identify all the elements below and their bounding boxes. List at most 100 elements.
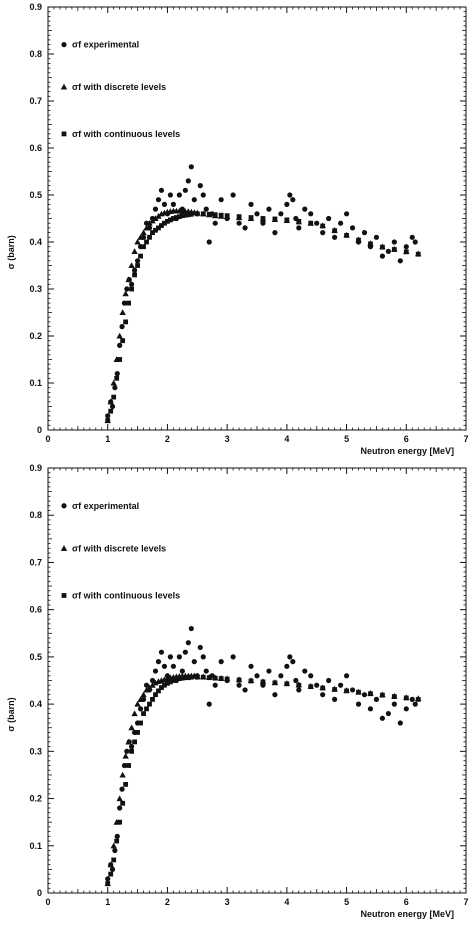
data-point-square bbox=[120, 800, 126, 806]
data-point-square bbox=[117, 357, 123, 362]
data-point-circle bbox=[254, 211, 260, 217]
data-point-square bbox=[120, 338, 126, 344]
data-point-circle bbox=[182, 649, 188, 655]
y-tick-label: 0.7 bbox=[29, 557, 42, 567]
x-tick-label: 3 bbox=[225, 897, 230, 907]
data-point-square bbox=[105, 418, 111, 423]
data-point-square bbox=[320, 685, 326, 691]
y-tick-label: 0.2 bbox=[29, 794, 42, 804]
data-point-triangle bbox=[155, 212, 162, 219]
data-point-square bbox=[108, 871, 114, 877]
data-point-triangle bbox=[110, 379, 117, 386]
data-point-circle bbox=[287, 654, 293, 660]
data-point-square bbox=[129, 748, 134, 754]
data-point-circle bbox=[182, 187, 188, 193]
data-point-square bbox=[171, 216, 176, 221]
data-point-square bbox=[332, 228, 338, 234]
data-point-circle bbox=[397, 258, 403, 264]
data-point-square bbox=[344, 688, 349, 694]
data-point-circle bbox=[152, 206, 159, 212]
data-point-circle bbox=[185, 178, 191, 184]
y-tick-label: 0.4 bbox=[29, 699, 42, 709]
y-axis-title: σ (barn) bbox=[6, 697, 16, 731]
data-point-circle bbox=[320, 230, 326, 236]
data-point-circle bbox=[355, 701, 362, 707]
data-point-circle bbox=[131, 267, 138, 273]
data-point-square bbox=[105, 881, 111, 886]
x-tick-label: 0 bbox=[45, 897, 50, 907]
x-tick-label: 1 bbox=[105, 434, 110, 444]
data-point-square bbox=[188, 211, 194, 217]
data-point-square bbox=[162, 220, 167, 226]
data-point-square bbox=[368, 241, 373, 247]
data-point-square bbox=[218, 212, 224, 218]
data-point-circle bbox=[308, 673, 314, 679]
data-point-square bbox=[248, 678, 254, 684]
x-tick-label: 5 bbox=[344, 434, 349, 444]
data-point-circle bbox=[149, 677, 156, 684]
data-point-square bbox=[380, 244, 385, 250]
data-point-circle bbox=[409, 234, 415, 240]
data-point-circle bbox=[200, 192, 206, 198]
data-point-triangle bbox=[122, 290, 129, 297]
data-point-circle bbox=[248, 663, 254, 669]
data-point-triangle bbox=[107, 398, 114, 405]
data-point-circle bbox=[121, 762, 128, 769]
data-point-triangle bbox=[143, 686, 150, 693]
series-square bbox=[105, 674, 421, 886]
data-point-circle bbox=[391, 701, 397, 707]
y-tick-label: 0.3 bbox=[29, 284, 42, 294]
legend-marker-square bbox=[61, 131, 67, 137]
data-point-circle bbox=[112, 385, 118, 391]
data-point-square bbox=[206, 211, 212, 217]
data-point-circle bbox=[403, 706, 409, 712]
data-point-circle bbox=[197, 644, 203, 651]
data-point-circle bbox=[290, 659, 296, 665]
data-point-circle bbox=[296, 225, 302, 231]
data-point-circle bbox=[218, 197, 224, 203]
data-point-circle bbox=[203, 206, 209, 212]
y-tick-label: 0.2 bbox=[29, 331, 42, 341]
data-point-square bbox=[200, 674, 206, 680]
data-point-circle bbox=[409, 696, 415, 702]
x-axis-title: Neutron energy [MeV] bbox=[360, 909, 454, 919]
data-point-circle bbox=[326, 215, 332, 222]
data-point-square bbox=[200, 211, 206, 217]
data-point-circle bbox=[188, 164, 194, 170]
data-point-circle bbox=[343, 673, 350, 679]
data-point-circle bbox=[332, 696, 338, 702]
x-tick-label: 3 bbox=[225, 434, 230, 444]
x-tick-label: 7 bbox=[463, 897, 468, 907]
y-tick-label: 0.5 bbox=[29, 190, 42, 200]
data-point-square bbox=[168, 217, 173, 223]
data-point-circle bbox=[230, 192, 236, 198]
data-point-square bbox=[194, 674, 200, 680]
data-point-circle bbox=[109, 403, 116, 410]
data-point-square bbox=[117, 819, 123, 825]
data-point-circle bbox=[109, 866, 116, 872]
data-point-circle bbox=[320, 692, 326, 698]
data-point-triangle bbox=[110, 842, 117, 849]
data-point-circle bbox=[203, 668, 209, 674]
y-tick-label: 0.6 bbox=[29, 605, 42, 615]
data-point-square bbox=[224, 213, 230, 219]
data-point-square bbox=[212, 212, 218, 218]
data-point-circle bbox=[287, 192, 293, 198]
chart-panel-1: 0 1 2 3 4 5 6 7 0 0.1 0.2 0.3 0.4 0.5 0.6 0.7 0.8 0.9 Neut… bbox=[6, 2, 469, 456]
data-point-square bbox=[176, 214, 182, 220]
data-point-square bbox=[126, 763, 132, 768]
data-point-square bbox=[260, 679, 266, 685]
data-point-circle bbox=[206, 701, 212, 707]
data-point-circle bbox=[117, 805, 123, 811]
data-point-square bbox=[179, 213, 185, 219]
data-point-triangle bbox=[119, 771, 126, 778]
data-point-circle bbox=[236, 220, 242, 226]
x-tick-label: 6 bbox=[404, 897, 409, 907]
y-tick-label: 0 bbox=[37, 888, 42, 898]
data-point-square bbox=[144, 239, 149, 245]
data-point-circle bbox=[338, 682, 344, 688]
data-point-circle bbox=[367, 706, 374, 712]
data-point-square bbox=[179, 675, 185, 681]
data-point-circle bbox=[314, 220, 320, 226]
data-point-circle bbox=[278, 211, 284, 217]
